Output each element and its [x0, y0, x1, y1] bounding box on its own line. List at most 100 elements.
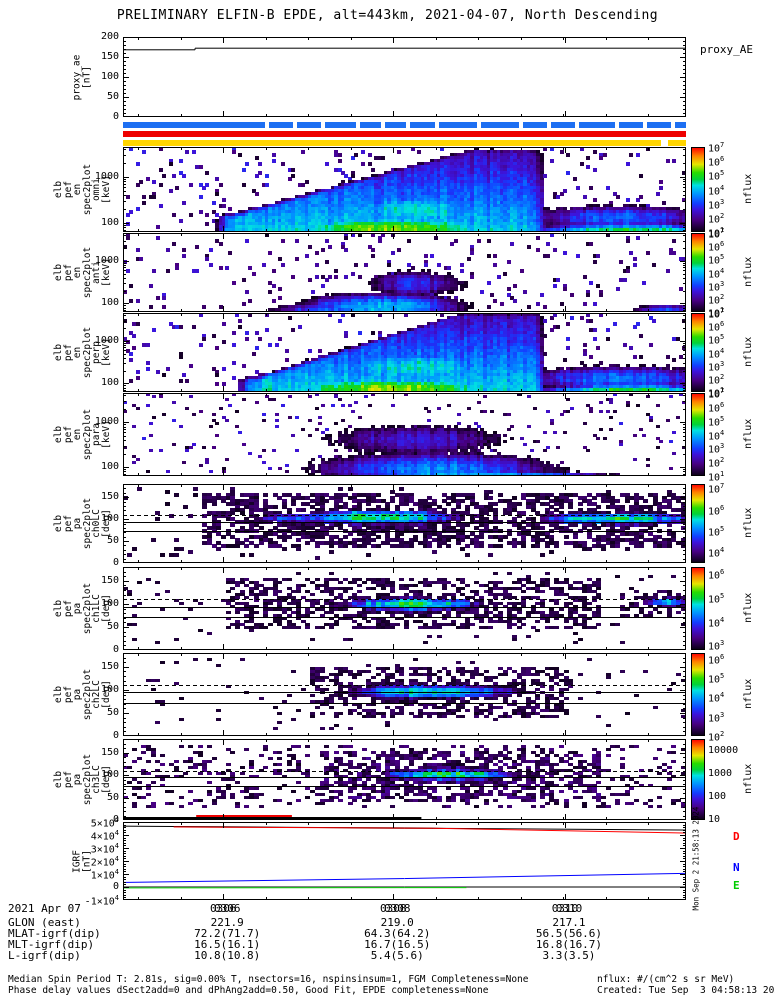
y-tick-label-en_anti-0: 100	[100, 297, 119, 309]
right-label-proxy_ae: proxy_AE	[700, 43, 753, 56]
spectrogram-canvas-pa_ch2	[123, 653, 686, 736]
line-canvas-proxy_ae	[123, 37, 686, 117]
y-tick-label-proxy_ae-2: 100	[100, 71, 119, 82]
annotation-row-label-2: MLAT-igrf(dip)	[8, 927, 101, 940]
colorbar-pa_ch1	[691, 567, 705, 650]
colorbar-tick-en_para-6: 107	[708, 387, 725, 401]
annotation-value-r3-c0: 16.5(16.1)	[194, 938, 261, 951]
y-tick-label-igrf-4: 1×104	[90, 868, 119, 882]
colorbar-tick-en_omni-5: 106	[708, 155, 725, 169]
colorbar-tick-pa_ch3-0: 10	[708, 814, 721, 825]
status-bar-availability-red	[123, 131, 686, 137]
colorbar-tick-pa_ch1-0: 103	[708, 639, 725, 653]
creation-side-text: Mon Sep 2 21:58:13 2024	[691, 806, 701, 911]
x-tick-label-2: 0310	[551, 902, 579, 915]
colorbar-tick-en_para-1: 102	[708, 456, 725, 470]
colorbar-tick-pa_ch3-1: 100	[708, 790, 727, 802]
status-bar-gap	[642, 122, 647, 128]
y-tick-label-pa_ch1-2: 100	[100, 597, 119, 609]
colorbar-tick-pa_ch2-0: 102	[708, 730, 725, 744]
annotation-row-label-0: 2021 Apr 07	[8, 902, 81, 915]
annotation-value-r0-c2: 0310	[555, 902, 583, 915]
status-bar-gap	[575, 122, 580, 128]
colorbar-tick-pa_ch3-2: 1000	[708, 767, 733, 779]
colorbar-tick-en_omni-4: 105	[708, 169, 725, 183]
colorbar-en_omni	[691, 147, 705, 232]
colorbar-tick-en_omni-3: 104	[708, 183, 725, 197]
x-tick-label-0: 0306	[209, 902, 237, 915]
igrf-component-label-E: E	[733, 879, 740, 892]
spectrogram-canvas-en_para	[123, 393, 686, 476]
status-bar-gap	[321, 122, 326, 128]
annotation-value-r4-c2: 3.3(3.5)	[542, 949, 596, 962]
spectrogram-canvas-en_perp	[123, 313, 686, 392]
colorbar-tick-en_perp-4: 105	[708, 333, 725, 347]
colorbar-tick-en_anti-2: 103	[708, 279, 725, 293]
annotation-value-r0-c0: 0306	[213, 902, 241, 915]
colorbar-tick-en_omni-0: 101	[708, 226, 725, 240]
status-bar-gap	[661, 140, 668, 146]
status-bar-availability-blue	[123, 122, 686, 128]
y-tick-label-pa_ch3-3: 150	[100, 746, 119, 758]
y-tick-label-pa_ch0-1: 50	[106, 535, 119, 547]
status-bar-gap	[406, 122, 411, 128]
colorbar-tick-en_anti-0: 101	[708, 306, 725, 320]
y-tick-label-pa_ch2-2: 100	[100, 683, 119, 695]
y-tick-label-pa_ch0-3: 150	[100, 491, 119, 503]
y-tick-label-proxy_ae-3: 150	[100, 51, 119, 62]
annotation-value-r3-c1: 16.7(16.5)	[364, 938, 431, 951]
y-tick-label-en_omni-1: 1000	[94, 170, 119, 182]
annotation-value-r2-c1: 64.3(64.2)	[364, 927, 431, 940]
annotation-value-r2-c0: 72.2(71.7)	[194, 927, 261, 940]
y-tick-label-pa_ch2-1: 50	[106, 706, 119, 718]
colorbar-tick-en_omni-6: 107	[708, 141, 725, 155]
y-tick-label-igrf-2: 3×104	[90, 842, 119, 856]
colorbar-tick-en_omni-1: 102	[708, 211, 725, 226]
spectrogram-canvas-pa_ch0	[123, 484, 686, 563]
colorbar-tick-en_anti-6: 107	[708, 227, 725, 241]
footer-line-2: Phase delay values dSect2add=0 and dPhAn…	[8, 985, 489, 996]
y-tick-label-igrf-5: 0	[112, 881, 119, 892]
colorbar-tick-en_perp-2: 103	[708, 359, 725, 373]
y-tick-label-pa_ch0-2: 100	[100, 513, 119, 525]
annotation-value-r0-c1: 0308	[383, 902, 411, 915]
annotation-row-label-1: GLON (east)	[8, 916, 81, 929]
y-tick-label-en_omni-0: 100	[100, 216, 119, 228]
y-tick-label-igrf-6: -1×104	[84, 894, 119, 908]
colorbar-tick-en_omni-2: 103	[708, 197, 725, 211]
y-tick-label-proxy_ae-1: 50	[106, 91, 119, 102]
spectrogram-canvas-pa_ch3	[123, 739, 686, 820]
annotation-row-label-4: L-igrf(dip)	[8, 949, 81, 962]
line-canvas-igrf	[123, 822, 686, 900]
annotation-row-label-3: MLT-igrf(dip)	[8, 938, 95, 951]
spectrogram-canvas-en_omni	[123, 147, 686, 232]
y-tick-label-igrf-3: 2×104	[90, 855, 119, 869]
colorbar-en_perp	[691, 313, 705, 392]
status-bar-availability-yellow	[123, 140, 686, 146]
colorbar-tick-pa_ch2-2: 104	[708, 691, 725, 705]
colorbar-tick-pa_ch2-4: 106	[708, 652, 725, 667]
y-tick-label-en_perp-0: 100	[100, 377, 119, 389]
colorbar-tick-en_perp-5: 106	[708, 320, 725, 334]
status-bar-gap	[265, 122, 270, 128]
y-tick-label-pa_ch1-3: 150	[100, 574, 119, 586]
y-tick-label-pa_ch3-2: 100	[100, 769, 119, 780]
annotation-value-r1-c1: 219.0	[380, 916, 414, 929]
y-tick-label-en_perp-1: 1000	[94, 334, 119, 346]
y-tick-label-pa_ch2-3: 150	[100, 660, 119, 672]
colorbar-tick-pa_ch0-2: 106	[708, 503, 725, 517]
colorbar-tick-en_para-3: 104	[708, 428, 725, 442]
annotation-value-r1-c2: 217.1	[552, 916, 586, 929]
colorbar-tick-en_para-0: 101	[708, 470, 725, 484]
y-tick-label-pa_ch3-1: 50	[106, 791, 119, 803]
y-tick-label-en_anti-1: 1000	[94, 254, 119, 266]
y-tick-label-pa_ch2-0: 0	[112, 730, 119, 741]
colorbar-pa_ch3	[691, 739, 705, 820]
colorbar-tick-en_anti-3: 104	[708, 266, 725, 280]
spectrogram-canvas-pa_ch1	[123, 567, 686, 650]
plot-title: PRELIMINARY ELFIN-B EPDE, alt=443km, 202…	[116, 8, 659, 23]
status-bar-gap	[671, 122, 676, 128]
y-tick-label-pa_ch1-1: 50	[106, 620, 119, 632]
annotation-value-r4-c1: 5.4(5.6)	[370, 949, 424, 962]
